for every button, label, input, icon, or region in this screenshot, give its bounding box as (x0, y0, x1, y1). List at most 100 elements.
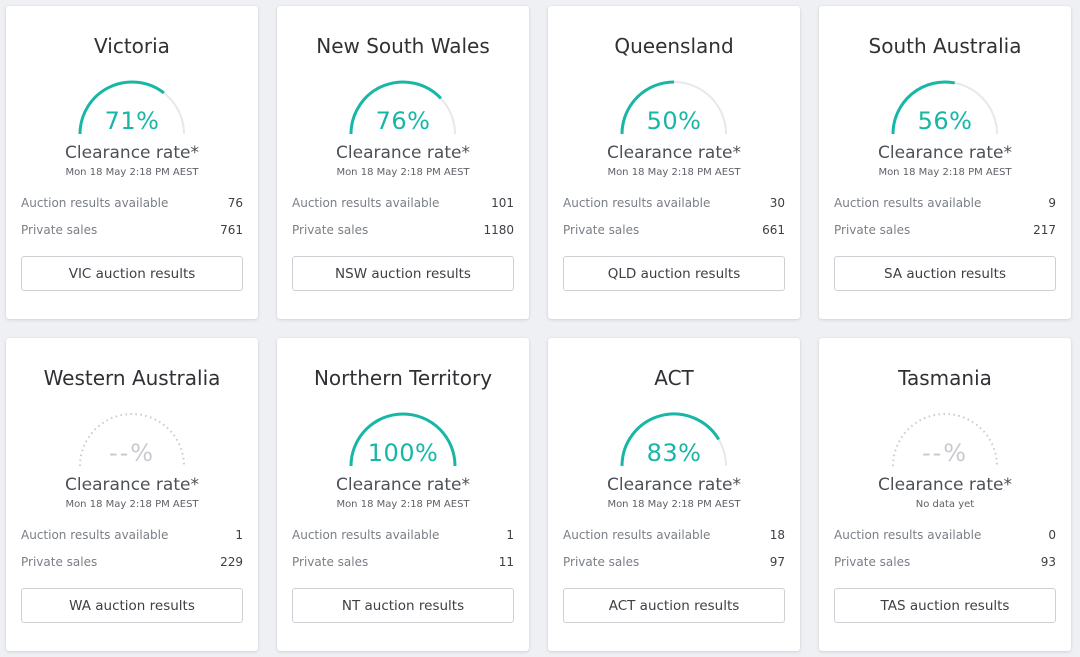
private-sales-label: Private sales (21, 555, 98, 569)
auction-results-row: Auction results available 1 (21, 528, 243, 542)
tas-auction-results-button[interactable]: TAS auction results (834, 588, 1056, 623)
auction-results-value: 9 (1048, 196, 1056, 210)
clearance-gauge-icon (78, 80, 185, 135)
clearance-gauge-icon (891, 80, 998, 135)
clearance-label: Clearance rate* (607, 143, 741, 163)
private-sales-value: 1180 (483, 223, 514, 237)
private-sales-row: Private sales 93 (834, 555, 1056, 569)
state-card: ACT 83% Clearance rate* Mon 18 May 2:18 … (548, 338, 800, 651)
clearance-date: Mon 18 May 2:18 PM AEST (878, 167, 1012, 178)
clearance-percent: --% (921, 439, 969, 467)
clearance-label: Clearance rate* (878, 475, 1012, 495)
clearance-label: Clearance rate* (336, 143, 470, 163)
clearance-gauge-icon (349, 80, 456, 135)
clearance-date: Mon 18 May 2:18 PM AEST (336, 167, 470, 178)
clearance-percent: 50% (646, 107, 702, 135)
private-sales-label: Private sales (292, 555, 369, 569)
private-sales-row: Private sales 217 (834, 223, 1056, 237)
auction-results-label: Auction results available (21, 196, 169, 210)
state-card: New South Wales 76% Clearance rate* Mon … (277, 6, 529, 319)
auction-results-label: Auction results available (563, 196, 711, 210)
private-sales-label: Private sales (292, 223, 369, 237)
state-card: South Australia 56% Clearance rate* Mon … (819, 6, 1071, 319)
private-sales-value: 661 (762, 223, 785, 237)
clearance-date: Mon 18 May 2:18 PM AEST (65, 499, 199, 510)
auction-results-label: Auction results available (292, 196, 440, 210)
private-sales-row: Private sales 661 (563, 223, 785, 237)
auction-results-value: 1 (235, 528, 243, 542)
clearance-date: Mon 18 May 2:18 PM AEST (607, 499, 741, 510)
auction-results-label: Auction results available (834, 528, 982, 542)
private-sales-label: Private sales (563, 555, 640, 569)
private-sales-value: 11 (498, 555, 514, 569)
private-sales-value: 217 (1033, 223, 1056, 237)
auction-results-row: Auction results available 18 (563, 528, 785, 542)
private-sales-value: 97 (769, 555, 785, 569)
clearance-label: Clearance rate* (65, 475, 199, 495)
clearance-gauge-icon (349, 412, 457, 467)
clearance-date: Mon 18 May 2:18 PM AEST (65, 167, 199, 178)
auction-results-label: Auction results available (563, 528, 711, 542)
auction-results-value: 101 (491, 196, 514, 210)
auction-results-value: 1 (506, 528, 514, 542)
clearance-label: Clearance rate* (65, 143, 199, 163)
clearance-date: No data yet (915, 499, 975, 510)
private-sales-row: Private sales 761 (21, 223, 243, 237)
clearance-percent: 71% (104, 107, 160, 135)
clearance-date: Mon 18 May 2:18 PM AEST (607, 167, 741, 178)
auction-results-value: 0 (1048, 528, 1056, 542)
auction-results-label: Auction results available (292, 528, 440, 542)
state-title: Victoria (94, 34, 170, 58)
state-title: ACT (654, 366, 694, 390)
act-auction-results-button[interactable]: ACT auction results (563, 588, 785, 623)
private-sales-label: Private sales (834, 223, 911, 237)
clearance-label: Clearance rate* (878, 143, 1012, 163)
state-title: New South Wales (316, 34, 490, 58)
private-sales-row: Private sales 97 (563, 555, 785, 569)
clearance-percent: 83% (646, 439, 702, 467)
state-title: Northern Territory (313, 366, 493, 390)
private-sales-label: Private sales (834, 555, 911, 569)
sa-auction-results-button[interactable]: SA auction results (834, 256, 1056, 291)
private-sales-row: Private sales 11 (292, 555, 514, 569)
clearance-percent: 100% (367, 439, 439, 467)
auction-results-row: Auction results available 1 (292, 528, 514, 542)
clearance-date: Mon 18 May 2:18 PM AEST (336, 499, 470, 510)
clearance-label: Clearance rate* (607, 475, 741, 495)
nt-auction-results-button[interactable]: NT auction results (292, 588, 514, 623)
auction-results-row: Auction results available 9 (834, 196, 1056, 210)
state-title: Queensland (614, 34, 734, 58)
private-sales-value: 761 (220, 223, 243, 237)
clearance-gauge-icon (620, 80, 727, 135)
qld-auction-results-button[interactable]: QLD auction results (563, 256, 785, 291)
auction-results-value: 30 (769, 196, 785, 210)
state-title: Tasmania (898, 366, 992, 390)
state-card: Western Australia --% Clearance rate* Mo… (6, 338, 258, 651)
state-card: Victoria 71% Clearance rate* Mon 18 May … (6, 6, 258, 319)
state-card: Tasmania --% Clearance rate* No data yet… (819, 338, 1071, 651)
clearance-percent: 76% (375, 107, 431, 135)
clearance-label: Clearance rate* (336, 475, 470, 495)
auction-results-row: Auction results available 76 (21, 196, 243, 210)
private-sales-value: 229 (220, 555, 243, 569)
vic-auction-results-button[interactable]: VIC auction results (21, 256, 243, 291)
clearance-percent: --% (108, 439, 156, 467)
auction-results-value: 18 (769, 528, 785, 542)
clearance-gauge-icon (620, 412, 727, 467)
auction-results-row: Auction results available 0 (834, 528, 1056, 542)
state-card: Queensland 50% Clearance rate* Mon 18 Ma… (548, 6, 800, 319)
state-title: Western Australia (43, 366, 221, 390)
state-title: South Australia (868, 34, 1022, 58)
nsw-auction-results-button[interactable]: NSW auction results (292, 256, 514, 291)
auction-results-row: Auction results available 30 (563, 196, 785, 210)
private-sales-label: Private sales (21, 223, 98, 237)
auction-results-label: Auction results available (21, 528, 169, 542)
private-sales-row: Private sales 229 (21, 555, 243, 569)
private-sales-label: Private sales (563, 223, 640, 237)
private-sales-value: 93 (1040, 555, 1056, 569)
auction-results-row: Auction results available 101 (292, 196, 514, 210)
auction-results-value: 76 (227, 196, 243, 210)
wa-auction-results-button[interactable]: WA auction results (21, 588, 243, 623)
clearance-percent: 56% (917, 107, 973, 135)
